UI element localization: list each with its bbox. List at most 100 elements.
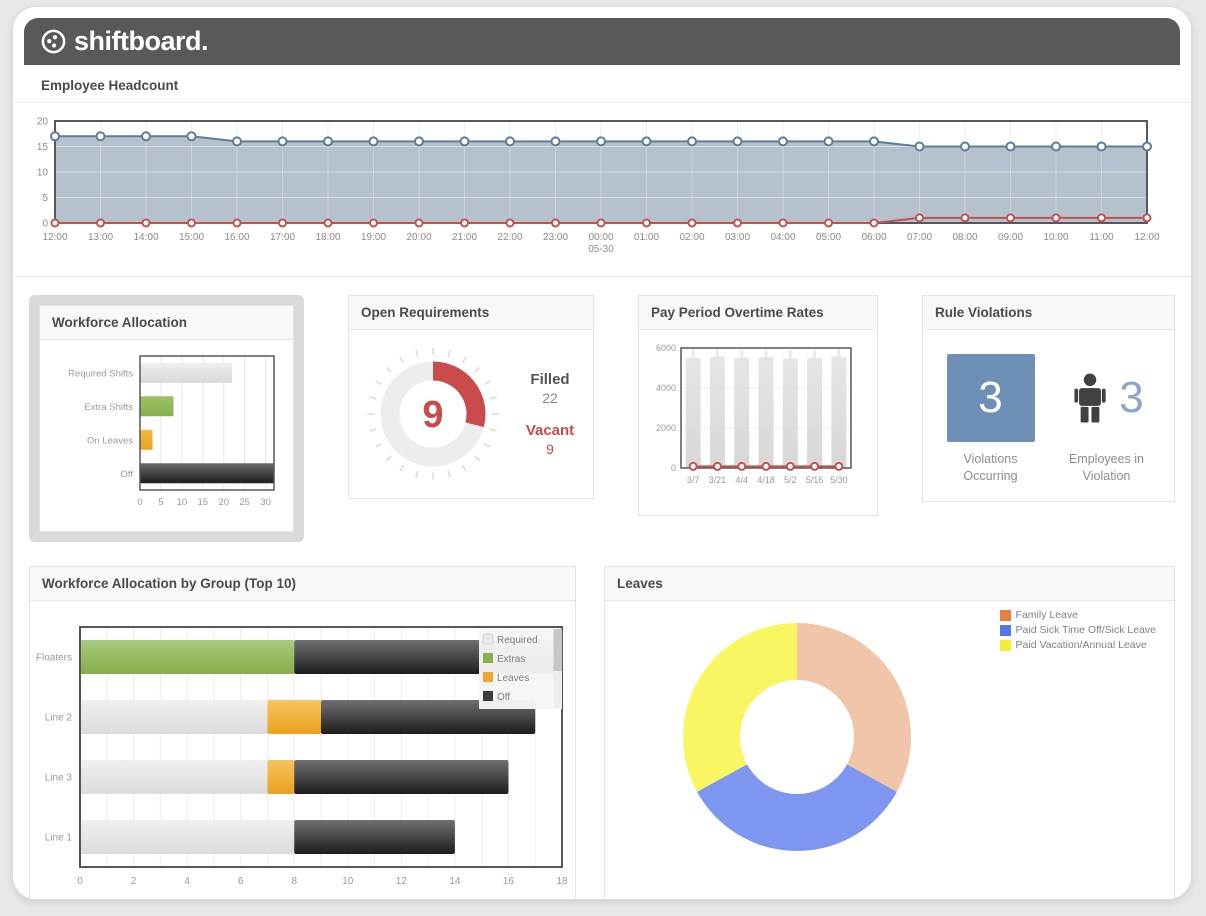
svg-text:25: 25 bbox=[239, 497, 250, 508]
svg-text:Line 2: Line 2 bbox=[45, 713, 73, 724]
svg-text:Off: Off bbox=[497, 692, 510, 703]
svg-text:15: 15 bbox=[198, 497, 209, 508]
svg-text:Off: Off bbox=[121, 469, 134, 480]
svg-text:5/16: 5/16 bbox=[806, 475, 824, 485]
donut-hole bbox=[740, 680, 854, 794]
shiftboard-logo[interactable]: shiftboard. bbox=[40, 26, 209, 57]
legend-scrollbar-thumb[interactable] bbox=[553, 629, 563, 671]
bottom-panel-row: Workforce Allocation by Group (Top 10) F… bbox=[13, 542, 1191, 899]
svg-text:4000: 4000 bbox=[656, 383, 676, 393]
workforce-allocation-title: Workforce Allocation bbox=[40, 306, 293, 340]
section-divider bbox=[13, 276, 1191, 277]
open-requirements-panel[interactable]: Open Requirements 9 Filled 22 Vacant 9 bbox=[348, 295, 594, 499]
filled-value: 22 bbox=[542, 390, 558, 406]
svg-text:16: 16 bbox=[503, 876, 515, 887]
svg-text:15: 15 bbox=[37, 142, 49, 153]
dashboard-card: shiftboard. Employee Headcount 0 5 10 15 20 1… bbox=[12, 6, 1192, 900]
svg-text:0: 0 bbox=[137, 497, 142, 508]
rule-violations-panel[interactable]: Rule Violations 3 Violations Occurring bbox=[922, 295, 1175, 502]
svg-text:Leaves: Leaves bbox=[497, 673, 529, 684]
svg-text:12:00: 12:00 bbox=[1134, 232, 1159, 243]
employee-headcount-chart-widget[interactable]: 0 5 10 15 20 12:00 13:00 14:00 15:00 16:00 17:00 18… bbox=[13, 103, 1191, 270]
svg-text:13:00: 13:00 bbox=[88, 232, 113, 243]
vacant-value: 9 bbox=[546, 441, 554, 457]
svg-text:14: 14 bbox=[449, 876, 461, 887]
svg-text:0: 0 bbox=[42, 219, 48, 230]
svg-text:2: 2 bbox=[131, 876, 137, 887]
person-icon bbox=[1074, 373, 1106, 423]
svg-text:0: 0 bbox=[77, 876, 83, 887]
workforce-allocation-selection-highlight: Workforce Allocation Required Shifts Extr… bbox=[29, 295, 304, 542]
svg-text:Extra Shifts: Extra Shifts bbox=[84, 402, 133, 413]
leaves-legend-item: Paid Vacation/Annual Leave bbox=[999, 639, 1156, 651]
svg-text:07:00: 07:00 bbox=[907, 232, 932, 243]
filled-label: Filled bbox=[530, 371, 570, 388]
employees-in-violation-stat: 3 Employees in Violation bbox=[1061, 354, 1153, 485]
svg-text:05:00: 05:00 bbox=[816, 232, 841, 243]
employee-headcount-area-chart: 0 5 10 15 20 12:00 13:00 14:00 15:00 16:00 17:00 18… bbox=[37, 117, 1160, 256]
svg-text:4/4: 4/4 bbox=[735, 475, 748, 485]
workforce-allocation-panel[interactable]: Workforce Allocation Required Shifts Extr… bbox=[39, 305, 294, 532]
svg-text:15:00: 15:00 bbox=[179, 232, 204, 243]
svg-text:04:00: 04:00 bbox=[770, 232, 795, 243]
app-header-bar: shiftboard. bbox=[24, 18, 1180, 65]
svg-text:05-30: 05-30 bbox=[588, 244, 614, 255]
legend-label: Paid Sick Time Off/Sick Leave bbox=[1015, 624, 1156, 636]
svg-text:Required Shifts: Required Shifts bbox=[68, 368, 133, 379]
svg-text:5/30: 5/30 bbox=[830, 475, 848, 485]
svg-text:18:00: 18:00 bbox=[315, 232, 340, 243]
workforce-by-group-title: Workforce Allocation by Group (Top 10) bbox=[30, 567, 575, 601]
svg-text:10: 10 bbox=[342, 876, 354, 887]
headcount-section-title: Employee Headcount bbox=[13, 65, 1191, 103]
employees-in-violation-count: 3 bbox=[1119, 373, 1144, 422]
svg-text:On Leaves: On Leaves bbox=[87, 435, 133, 446]
svg-text:8: 8 bbox=[291, 876, 297, 887]
svg-text:01:00: 01:00 bbox=[634, 232, 659, 243]
svg-text:21:00: 21:00 bbox=[452, 232, 477, 243]
svg-text:10: 10 bbox=[177, 497, 188, 508]
svg-text:2000: 2000 bbox=[656, 423, 676, 433]
svg-text:12: 12 bbox=[396, 876, 408, 887]
svg-text:08:00: 08:00 bbox=[952, 232, 977, 243]
svg-text:06:00: 06:00 bbox=[861, 232, 886, 243]
svg-text:17:00: 17:00 bbox=[270, 232, 295, 243]
svg-text:9: 9 bbox=[422, 394, 443, 436]
svg-text:3/7: 3/7 bbox=[687, 475, 700, 485]
rule-violations-title: Rule Violations bbox=[923, 296, 1174, 330]
employees-in-violation-label: Employees in Violation bbox=[1068, 452, 1145, 483]
leaves-panel[interactable]: Leaves Family Leave Paid Sick Time Off/Si… bbox=[604, 566, 1175, 899]
svg-text:12:00: 12:00 bbox=[42, 232, 67, 243]
svg-text:23:00: 23:00 bbox=[543, 232, 568, 243]
pay-period-overtime-title: Pay Period Overtime Rates bbox=[639, 296, 877, 330]
svg-text:22:00: 22:00 bbox=[497, 232, 522, 243]
workforce-by-group-panel[interactable]: Workforce Allocation by Group (Top 10) F… bbox=[29, 566, 576, 899]
svg-text:Line 3: Line 3 bbox=[45, 773, 73, 784]
svg-text:20: 20 bbox=[218, 497, 229, 508]
violations-occurring-label: Violations Occurring bbox=[963, 452, 1018, 483]
svg-text:19:00: 19:00 bbox=[361, 232, 386, 243]
violations-count-badge: 3 bbox=[946, 354, 1035, 442]
svg-text:Floaters: Floaters bbox=[36, 653, 72, 664]
svg-text:6: 6 bbox=[238, 876, 244, 887]
leaves-donut-chart bbox=[683, 623, 911, 851]
svg-text:18: 18 bbox=[556, 876, 568, 887]
open-requirements-stats: Filled 22 Vacant 9 bbox=[519, 371, 581, 457]
legend-label: Family Leave bbox=[1015, 609, 1078, 621]
svg-text:14:00: 14:00 bbox=[133, 232, 158, 243]
shiftboard-logo-text: shiftboard. bbox=[74, 26, 209, 56]
svg-text:0: 0 bbox=[671, 463, 676, 473]
svg-text:20: 20 bbox=[37, 117, 49, 128]
workforce-allocation-bar-chart: Required Shifts Extra Shifts On Leaves Off 0… bbox=[68, 355, 275, 508]
svg-text:09:00: 09:00 bbox=[998, 232, 1023, 243]
leaves-legend-item: Paid Sick Time Off/Sick Leave bbox=[999, 624, 1156, 636]
violations-occurring-stat: 3 Violations Occurring bbox=[945, 354, 1037, 485]
pay-period-overtime-panel[interactable]: Pay Period Overtime Rates 0 2000 4000 6000 3… bbox=[638, 295, 878, 516]
legend-swatch bbox=[999, 639, 1011, 651]
leaves-legend: Family Leave Paid Sick Time Off/Sick Leav… bbox=[999, 609, 1156, 654]
svg-text:30: 30 bbox=[260, 497, 271, 508]
legend-swatch bbox=[999, 609, 1011, 621]
svg-text:3/21: 3/21 bbox=[709, 475, 727, 485]
svg-text:Required: Required bbox=[497, 635, 538, 646]
svg-text:10: 10 bbox=[37, 168, 49, 179]
